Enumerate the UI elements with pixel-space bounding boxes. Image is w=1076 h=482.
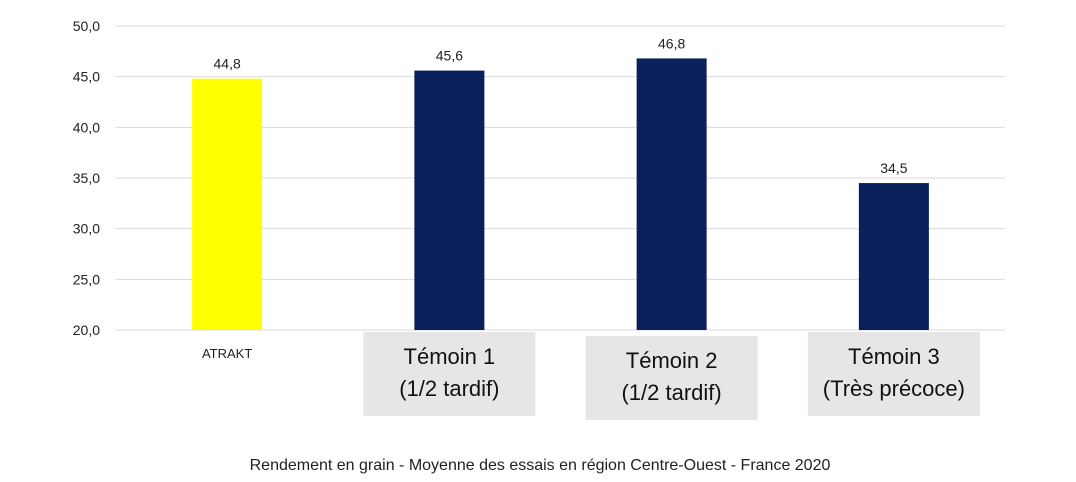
bars (192, 58, 929, 331)
category-label: (1/2 tardif) (621, 380, 721, 405)
bar (858, 183, 929, 330)
bar (414, 70, 485, 330)
category-label: (1/2 tardif) (399, 376, 499, 401)
y-tick-label: 45,0 (73, 69, 100, 85)
data-labels: 44,8 45,6 46,8 34,5 (214, 35, 908, 176)
y-tick-label: 30,0 (73, 221, 100, 237)
gridlines (116, 25, 1005, 331)
category-label: Témoin 3 (848, 344, 940, 369)
bar (636, 58, 707, 330)
y-tick-label: 40,0 (73, 119, 100, 135)
y-axis-ticks: 20,0 25,0 30,0 35,0 40,0 45,0 50,0 (73, 18, 100, 338)
category-label: (Très précoce) (823, 376, 965, 401)
chart-caption: Rendement en grain - Moyenne des essais … (250, 457, 831, 474)
category-label-box (807, 332, 980, 416)
category-label: ATRAKT (202, 346, 252, 361)
category-label-box (363, 332, 536, 416)
y-tick-label: 35,0 (73, 170, 100, 186)
category-label: Témoin 1 (404, 344, 496, 369)
category-labels: ATRAKT Témoin 1 (1/2 tardif) Témoin 2 (1/2 t… (202, 332, 980, 420)
data-label: 34,5 (880, 160, 907, 176)
bar (192, 78, 263, 331)
y-tick-label: 20,0 (73, 322, 100, 338)
y-tick-label: 50,0 (73, 18, 100, 34)
y-tick-label: 25,0 (73, 271, 100, 287)
category-label: Témoin 2 (626, 348, 718, 373)
category-label-box (585, 336, 758, 420)
data-label: 46,8 (658, 35, 685, 51)
data-label: 45,6 (436, 48, 463, 64)
data-label: 44,8 (214, 56, 241, 72)
